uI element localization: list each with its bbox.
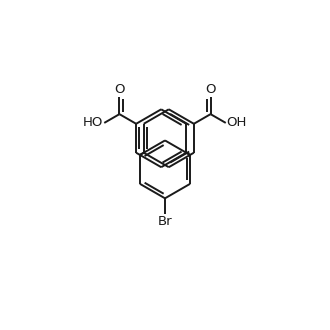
Text: O: O — [114, 83, 125, 96]
Text: O: O — [205, 83, 216, 96]
Text: HO: HO — [83, 116, 103, 129]
Text: OH: OH — [227, 116, 247, 129]
Text: Br: Br — [158, 215, 172, 228]
